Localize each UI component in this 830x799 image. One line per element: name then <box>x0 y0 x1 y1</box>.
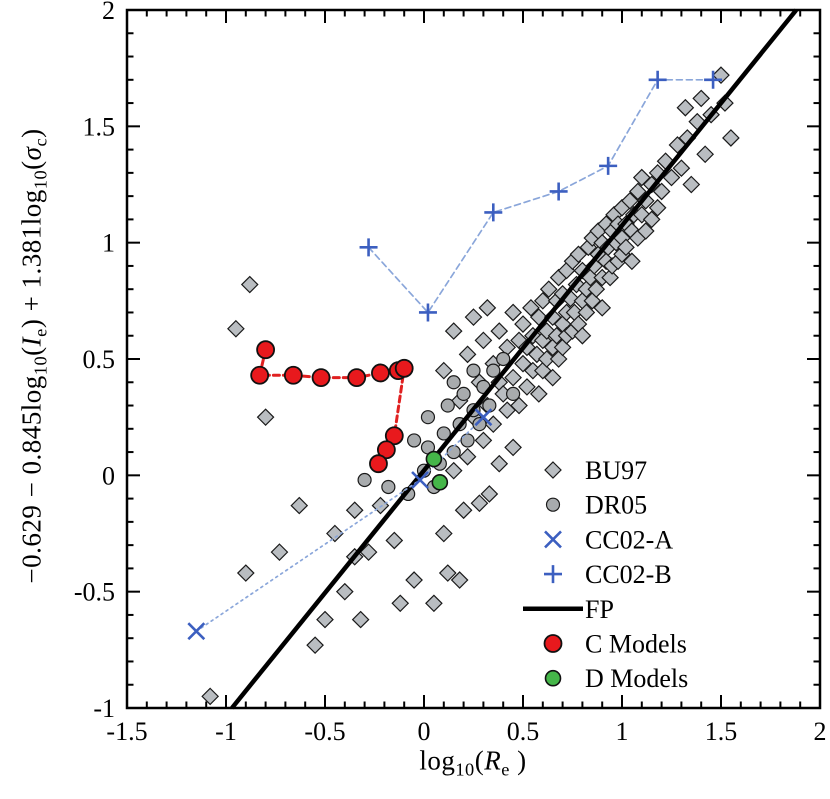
svg-text:-1.5: -1.5 <box>106 717 147 746</box>
svg-text:0.5: 0.5 <box>507 717 540 746</box>
svg-text:-0.5: -0.5 <box>74 578 115 607</box>
svg-text:CC02-B: CC02-B <box>585 560 672 589</box>
svg-text:1: 1 <box>616 717 629 746</box>
svg-text:1.5: 1.5 <box>83 112 116 141</box>
svg-text:1: 1 <box>102 229 115 258</box>
svg-text:0: 0 <box>418 717 431 746</box>
svg-text:-0.5: -0.5 <box>304 717 345 746</box>
svg-text:-1: -1 <box>93 694 115 723</box>
series-fp <box>230 8 798 710</box>
legend-item-dr05: DR05 <box>545 491 647 520</box>
series-cc02-b <box>359 70 723 322</box>
svg-text:1.5: 1.5 <box>705 717 738 746</box>
svg-text:FP: FP <box>585 595 614 624</box>
svg-text:2: 2 <box>102 0 115 25</box>
legend-item-fp: FP <box>523 595 614 624</box>
svg-text:DR05: DR05 <box>585 491 647 520</box>
svg-text:C Models: C Models <box>585 630 687 659</box>
svg-text:0: 0 <box>102 461 115 490</box>
x-axis-label: log10(Re ) <box>419 745 527 780</box>
series-bu97 <box>201 66 740 706</box>
legend-item-d-models: D Models <box>544 664 688 693</box>
legend-item-bu97: BU97 <box>544 456 647 485</box>
series-cc02-a <box>187 408 493 641</box>
svg-text:D Models: D Models <box>585 664 688 693</box>
legend-item-cc02-a: CC02-A <box>544 525 673 554</box>
svg-text:-1: -1 <box>215 717 237 746</box>
svg-text:BU97: BU97 <box>585 456 647 485</box>
x-tick-labels: -1.5 -1 -0.5 0 0.5 1 1.5 2 <box>106 717 826 746</box>
svg-text:2: 2 <box>814 717 827 746</box>
svg-text:0.5: 0.5 <box>83 345 116 374</box>
series-c-models <box>250 340 414 474</box>
legend-item-c-models: C Models <box>543 630 687 659</box>
plot-frame <box>125 8 822 710</box>
y-tick-labels: -1 -0.5 0 0.5 1 1.5 2 <box>74 0 115 723</box>
series-d-models <box>425 450 449 491</box>
legend: BU97 DR05 CC02-A CC02-B FP C Models D Models <box>523 456 688 693</box>
legend-item-cc02-b: CC02-B <box>544 560 672 589</box>
svg-text:CC02-A: CC02-A <box>585 525 673 554</box>
y-axis-label: −0.629 − 0.845log10(Ie) + 1.381log10(σc) <box>16 128 51 584</box>
